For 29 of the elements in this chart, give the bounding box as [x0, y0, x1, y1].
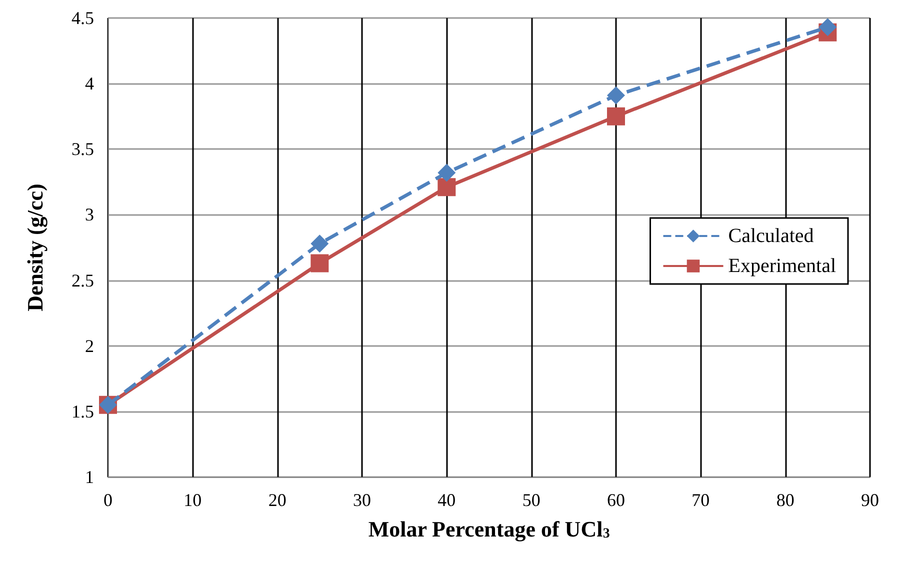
legend-label: Calculated [728, 225, 814, 247]
x-tick-label: 60 [607, 490, 625, 510]
y-tick-label: 2 [85, 336, 94, 356]
y-tick-label: 4 [85, 74, 94, 94]
y-tick-label: 4.5 [72, 8, 94, 28]
y-tick-label: 1.5 [72, 401, 94, 422]
point [310, 234, 329, 253]
x-tick-label: 0 [104, 490, 112, 510]
point [607, 86, 625, 104]
point [438, 178, 456, 196]
x-tick-label: 20 [268, 490, 286, 510]
point [310, 254, 329, 272]
legend-label: Experimental [728, 255, 836, 277]
y-tick-label: 1 [85, 467, 94, 487]
point [607, 107, 625, 126]
x-tick-label: 30 [353, 490, 371, 510]
x-tick-label: 80 [776, 490, 794, 510]
x-tick-label: 10 [184, 490, 202, 510]
x-tick-label: 40 [438, 490, 456, 510]
x-tick-label: 90 [861, 490, 879, 510]
x-axis-title: Molar Percentage of UCl3 [368, 516, 610, 542]
y-axis-title: Density (g/cc) [22, 184, 48, 312]
y-tick-label: 3.5 [72, 139, 94, 160]
point [438, 164, 456, 182]
y-tick-label: 2.5 [72, 270, 94, 290]
x-tick-label: 70 [692, 490, 710, 510]
y-tick-label: 3 [85, 204, 94, 225]
x-tick-label: 50 [522, 490, 540, 510]
point [818, 18, 837, 36]
